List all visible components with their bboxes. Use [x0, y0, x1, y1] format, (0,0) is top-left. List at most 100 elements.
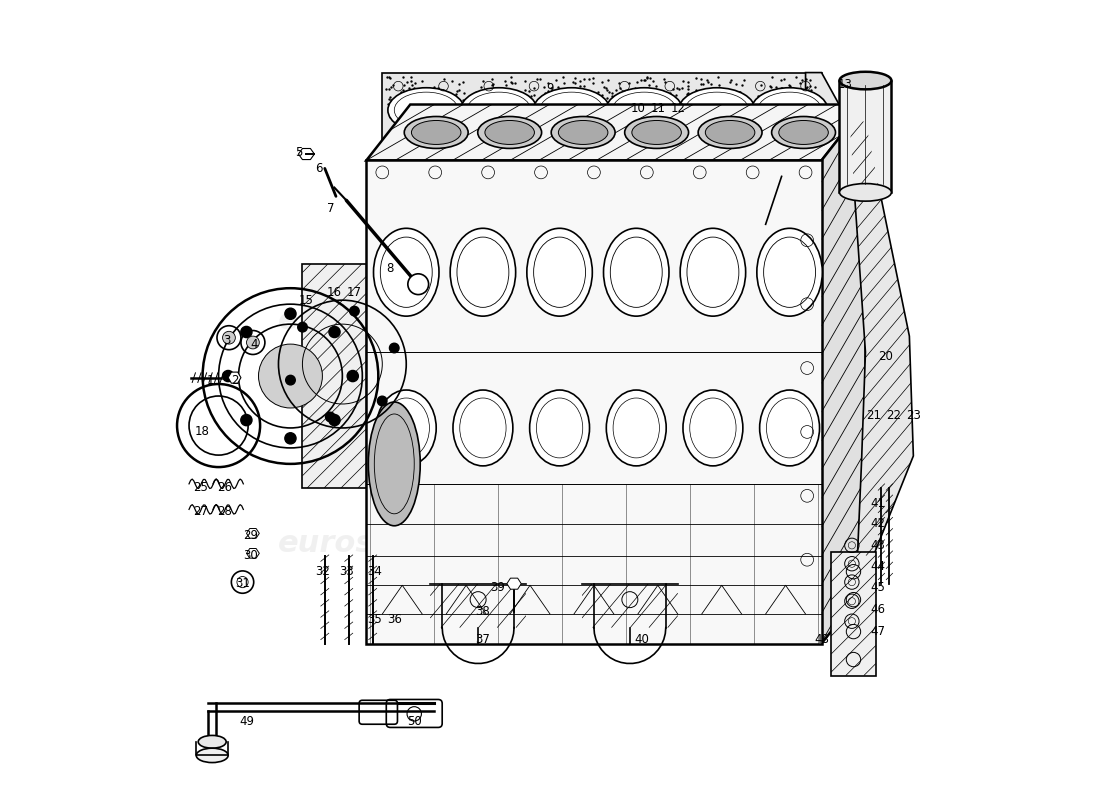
Ellipse shape [698, 117, 762, 149]
Polygon shape [298, 149, 315, 159]
Text: 44: 44 [870, 560, 884, 573]
Circle shape [285, 308, 296, 319]
Circle shape [377, 396, 387, 406]
Text: 49: 49 [239, 714, 254, 727]
Polygon shape [246, 549, 260, 558]
Text: 12: 12 [670, 102, 685, 115]
Circle shape [285, 433, 296, 444]
Text: eurospares: eurospares [278, 306, 471, 334]
Ellipse shape [606, 390, 667, 466]
Bar [839, 81, 891, 192]
Ellipse shape [368, 402, 420, 526]
Text: 7: 7 [327, 202, 334, 215]
Ellipse shape [604, 228, 669, 316]
Ellipse shape [405, 117, 469, 149]
Text: 39: 39 [491, 581, 506, 594]
Text: 40: 40 [635, 633, 649, 646]
Text: 3: 3 [223, 334, 230, 346]
Ellipse shape [625, 117, 689, 149]
Ellipse shape [461, 88, 537, 133]
Circle shape [408, 274, 429, 294]
Text: 2: 2 [231, 374, 239, 386]
Text: eurospares: eurospares [597, 306, 790, 334]
Text: 31: 31 [235, 577, 250, 590]
Text: 45: 45 [870, 581, 884, 594]
Text: eurospares: eurospares [278, 530, 471, 558]
Text: 4: 4 [251, 338, 258, 350]
Text: 15: 15 [299, 294, 314, 306]
Text: 34: 34 [367, 566, 382, 578]
Circle shape [350, 306, 360, 316]
Text: 13: 13 [838, 78, 853, 91]
Ellipse shape [411, 121, 461, 145]
Polygon shape [246, 529, 260, 538]
Text: 16: 16 [327, 286, 342, 298]
Circle shape [329, 326, 340, 338]
Text: 30: 30 [243, 550, 257, 562]
Ellipse shape [527, 228, 592, 316]
Bar [383, 73, 822, 145]
Text: 41: 41 [870, 498, 884, 510]
Text: 10: 10 [630, 102, 646, 115]
Polygon shape [832, 552, 876, 675]
Text: 46: 46 [870, 602, 884, 616]
Text: 43: 43 [870, 539, 884, 552]
Text: 38: 38 [475, 605, 490, 618]
Text: 36: 36 [387, 613, 402, 626]
Circle shape [286, 375, 295, 385]
Circle shape [258, 344, 322, 408]
Circle shape [326, 412, 336, 422]
Ellipse shape [388, 88, 464, 133]
Ellipse shape [485, 121, 535, 145]
Text: 11: 11 [650, 102, 666, 115]
Text: 35: 35 [367, 613, 382, 626]
Ellipse shape [679, 88, 756, 133]
Polygon shape [366, 105, 866, 161]
Circle shape [298, 322, 307, 332]
Text: 42: 42 [870, 518, 884, 530]
Polygon shape [228, 372, 241, 383]
Text: 17: 17 [346, 286, 362, 298]
Ellipse shape [374, 228, 439, 316]
Ellipse shape [680, 228, 746, 316]
Text: 26: 26 [217, 482, 232, 494]
Ellipse shape [559, 121, 608, 145]
Circle shape [241, 326, 252, 338]
Text: 18: 18 [195, 426, 210, 438]
Text: 25: 25 [192, 482, 208, 494]
Circle shape [222, 370, 233, 382]
Text: eurospares: eurospares [597, 530, 790, 558]
Text: 48: 48 [814, 633, 829, 646]
Ellipse shape [839, 183, 891, 201]
Text: 37: 37 [475, 633, 490, 646]
Text: 9: 9 [547, 82, 553, 95]
Text: 6: 6 [315, 162, 322, 175]
Ellipse shape [477, 117, 541, 149]
Ellipse shape [196, 748, 228, 762]
Text: 50: 50 [407, 714, 421, 727]
Polygon shape [849, 122, 913, 556]
Text: 28: 28 [217, 506, 232, 518]
Text: 33: 33 [339, 566, 354, 578]
Ellipse shape [376, 390, 437, 466]
Ellipse shape [779, 121, 828, 145]
Polygon shape [507, 578, 521, 590]
Ellipse shape [453, 390, 513, 466]
Text: 5: 5 [295, 146, 302, 159]
Polygon shape [302, 264, 366, 488]
Polygon shape [822, 105, 866, 643]
Ellipse shape [757, 228, 823, 316]
Text: 29: 29 [243, 530, 258, 542]
Ellipse shape [450, 228, 516, 316]
Circle shape [389, 343, 399, 353]
Ellipse shape [631, 121, 681, 145]
Bar [366, 161, 822, 643]
Text: 8: 8 [386, 262, 394, 274]
Text: 1: 1 [207, 374, 215, 386]
Ellipse shape [839, 72, 891, 90]
Text: 27: 27 [192, 506, 208, 518]
Ellipse shape [683, 390, 743, 466]
Ellipse shape [606, 88, 683, 133]
Text: 22: 22 [886, 410, 901, 422]
Ellipse shape [534, 88, 609, 133]
